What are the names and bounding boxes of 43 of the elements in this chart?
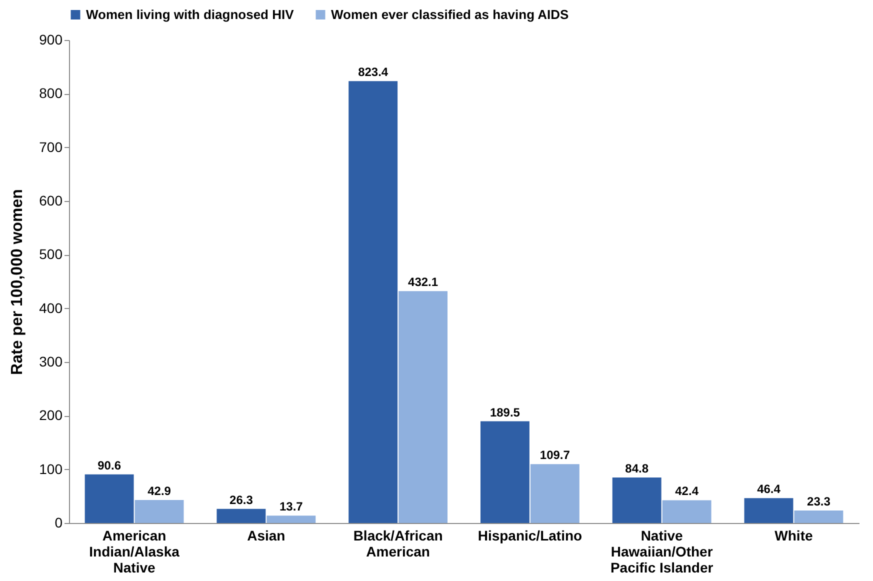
bar: [134, 500, 184, 523]
bar: [662, 500, 712, 523]
bar: [84, 474, 134, 523]
y-tick-label: 600: [39, 192, 63, 208]
data-label: 42.9: [148, 484, 172, 498]
data-label: 823.4: [358, 65, 388, 80]
bar: [266, 516, 316, 523]
legend-label: Women living with diagnosed HIV: [86, 6, 294, 22]
bar: [530, 464, 580, 523]
x-tick-label: Hispanic/Latino: [478, 528, 582, 544]
data-label: 13.7: [279, 500, 304, 514]
y-tick-label: 300: [39, 354, 63, 370]
y-tick-label: 700: [39, 138, 63, 155]
data-label: 26.3: [230, 492, 254, 507]
x-tick-label: Black/African American: [353, 528, 443, 560]
bar: [216, 508, 266, 523]
bar: [612, 477, 662, 523]
x-tick-label: White: [774, 528, 813, 544]
y-tick-label: 400: [39, 300, 63, 316]
data-label: 46.4: [757, 482, 781, 496]
legend-label: Women ever classified as having AIDS: [331, 6, 570, 22]
bar: [398, 291, 448, 523]
y-axis-title: Rate per 100,000 women: [9, 189, 26, 375]
data-label: 109.7: [540, 448, 570, 462]
x-tick-label: American Indian/Alaska Native: [89, 528, 180, 576]
data-label: 432.1: [408, 275, 438, 290]
data-label: 84.8: [625, 461, 649, 476]
x-tick-label: Native Hawaiian/Other Pacific Islander: [610, 528, 714, 576]
data-label: 189.5: [490, 405, 520, 420]
data-label: 90.6: [98, 458, 122, 472]
bar: [480, 421, 530, 523]
y-tick-label: 500: [39, 246, 63, 262]
y-tick-label: 200: [39, 407, 63, 424]
bar: [348, 81, 398, 523]
y-tick-label: 800: [39, 85, 63, 102]
x-tick-label: Asian: [247, 528, 286, 544]
y-tick-label: 0: [54, 514, 63, 530]
bar: [744, 498, 794, 523]
y-tick-label: 900: [39, 32, 63, 48]
bar: [794, 510, 844, 523]
data-label: 23.3: [807, 494, 831, 508]
y-tick-label: 100: [39, 460, 63, 477]
data-label: 42.4: [675, 484, 699, 498]
